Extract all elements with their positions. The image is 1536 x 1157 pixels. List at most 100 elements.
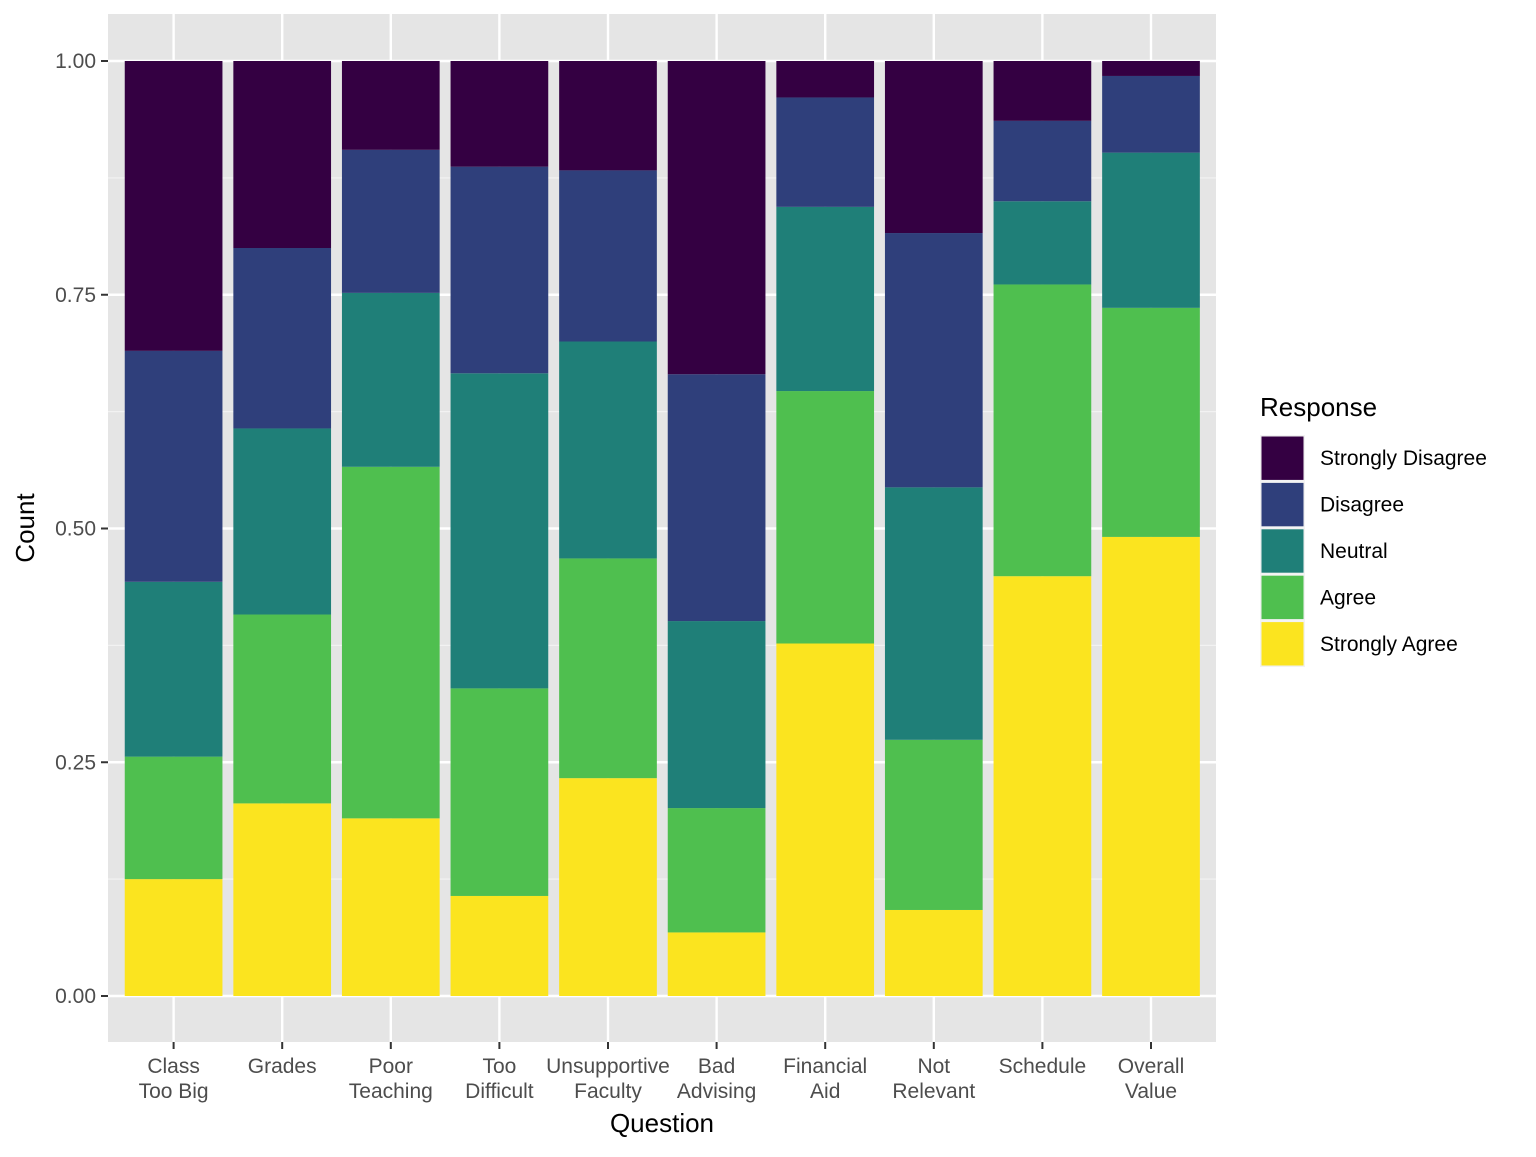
legend-label: Strongly Disagree — [1320, 447, 1487, 470]
x-tick-label-line: Teaching — [349, 1080, 433, 1103]
bar-segment — [450, 688, 549, 896]
bar-segment — [559, 170, 657, 342]
x-axis-title: Question — [610, 1108, 714, 1138]
legend-label: Strongly Agree — [1320, 633, 1458, 656]
y-tick-label: 0.25 — [55, 751, 96, 774]
bar-segment — [993, 284, 1092, 577]
legend-key — [1261, 575, 1304, 620]
x-tick-label-line: Not — [917, 1055, 950, 1078]
bar-segment — [776, 391, 875, 644]
bar-segment — [124, 61, 223, 351]
bar-segment — [993, 120, 1092, 202]
bar-segment — [233, 803, 332, 996]
x-tick-label: Grades — [248, 1055, 317, 1078]
bar-segment — [559, 341, 657, 559]
bar-segment — [1102, 536, 1200, 996]
bar-segment — [124, 879, 223, 996]
x-tick-label: Schedule — [999, 1055, 1087, 1078]
x-tick-label: Poor Teaching — [349, 1055, 433, 1103]
bar-segment — [993, 61, 1092, 121]
legend-key — [1261, 529, 1304, 573]
bar-segment — [993, 201, 1092, 285]
legend-key — [1261, 622, 1304, 666]
bar-segment — [1102, 61, 1200, 76]
bar-segment — [776, 61, 875, 98]
bar-segment — [233, 61, 332, 248]
x-tick-label-line: Unsupportive — [546, 1055, 670, 1078]
legend-label: Agree — [1320, 586, 1376, 609]
x-tick-label-line: Aid — [810, 1080, 840, 1103]
bar-segment — [124, 581, 223, 757]
y-axis: 0.00 0.25 0.50 0.75 1.00 — [55, 50, 108, 1008]
bar-segment — [667, 374, 766, 622]
bar-segment — [450, 61, 549, 167]
bar-segment — [450, 373, 549, 689]
bar-segment — [559, 778, 657, 996]
legend-key — [1261, 436, 1304, 480]
bar-segment — [450, 166, 549, 374]
bar-segment — [1102, 75, 1200, 153]
bar-segment — [341, 61, 440, 150]
x-tick-label: Not Relevant — [892, 1055, 975, 1103]
x-tick-label-line: Too Big — [139, 1080, 209, 1103]
bar-segment — [884, 233, 983, 488]
x-tick-label-line: Class — [147, 1055, 200, 1078]
x-tick-label-line: Advising — [677, 1080, 756, 1103]
bar-segment — [776, 643, 875, 996]
bar-segment — [776, 206, 875, 392]
legend-title: Response — [1260, 392, 1377, 422]
bar-segment — [233, 428, 332, 615]
bar-segment — [667, 808, 766, 933]
bar-segment — [776, 97, 875, 207]
bar-segment — [124, 756, 223, 880]
bar-segment — [667, 621, 766, 809]
x-tick-label-line: Poor — [369, 1055, 413, 1078]
x-tick-label-line: Too — [482, 1055, 516, 1078]
x-tick-label: Too Difficult — [465, 1055, 534, 1103]
x-tick-label-line: Faculty — [574, 1080, 642, 1103]
bar-segment — [124, 350, 223, 582]
bar-segment — [993, 576, 1092, 996]
bar-segment — [1102, 152, 1200, 308]
x-tick-label: Financial Aid — [783, 1055, 867, 1103]
bar-segment — [341, 149, 440, 293]
bar-segment — [884, 739, 983, 910]
bar-segment — [667, 61, 766, 375]
x-tick-label-line: Grades — [248, 1055, 317, 1078]
bar-segment — [884, 487, 983, 740]
x-tick-label-line: Difficult — [465, 1080, 534, 1103]
x-tick-label: Unsupportive Faculty — [546, 1055, 670, 1103]
legend: Response Strongly Disagree Disagree Neutra… — [1260, 392, 1487, 667]
y-axis-title: Count — [10, 493, 40, 563]
x-tick-label-line: Schedule — [999, 1055, 1087, 1078]
legend-key — [1261, 482, 1304, 527]
y-tick-label: 0.00 — [55, 985, 96, 1008]
bar-segment — [559, 61, 657, 171]
bars — [124, 61, 1200, 996]
y-tick-label: 0.50 — [55, 518, 96, 541]
bar-segment — [341, 292, 440, 467]
legend-label: Neutral — [1320, 540, 1388, 563]
legend-label: Disagree — [1320, 494, 1404, 517]
x-tick-label-line: Bad — [698, 1055, 735, 1078]
bar-segment — [450, 895, 549, 996]
x-tick-label: Overall Value — [1118, 1055, 1185, 1103]
bar-segment — [884, 909, 983, 996]
x-tick-label-line: Financial — [783, 1055, 867, 1078]
bar-segment — [233, 614, 332, 804]
bar-segment — [1102, 307, 1200, 537]
bar-segment — [884, 61, 983, 234]
x-tick-label-line: Value — [1125, 1080, 1177, 1103]
x-tick-label: Bad Advising — [677, 1055, 756, 1103]
bar-segment — [341, 466, 440, 819]
y-tick-label: 0.75 — [55, 284, 96, 307]
bar-segment — [233, 248, 332, 429]
y-tick-label: 1.00 — [55, 50, 96, 73]
x-axis: Class Too Big Grades Poor Teaching Too Difficu… — [139, 1042, 1185, 1103]
x-tick-label: Class Too Big — [139, 1055, 209, 1103]
bar-segment — [667, 932, 766, 996]
bar-segment — [559, 558, 657, 779]
x-tick-label-line: Overall — [1118, 1055, 1185, 1078]
